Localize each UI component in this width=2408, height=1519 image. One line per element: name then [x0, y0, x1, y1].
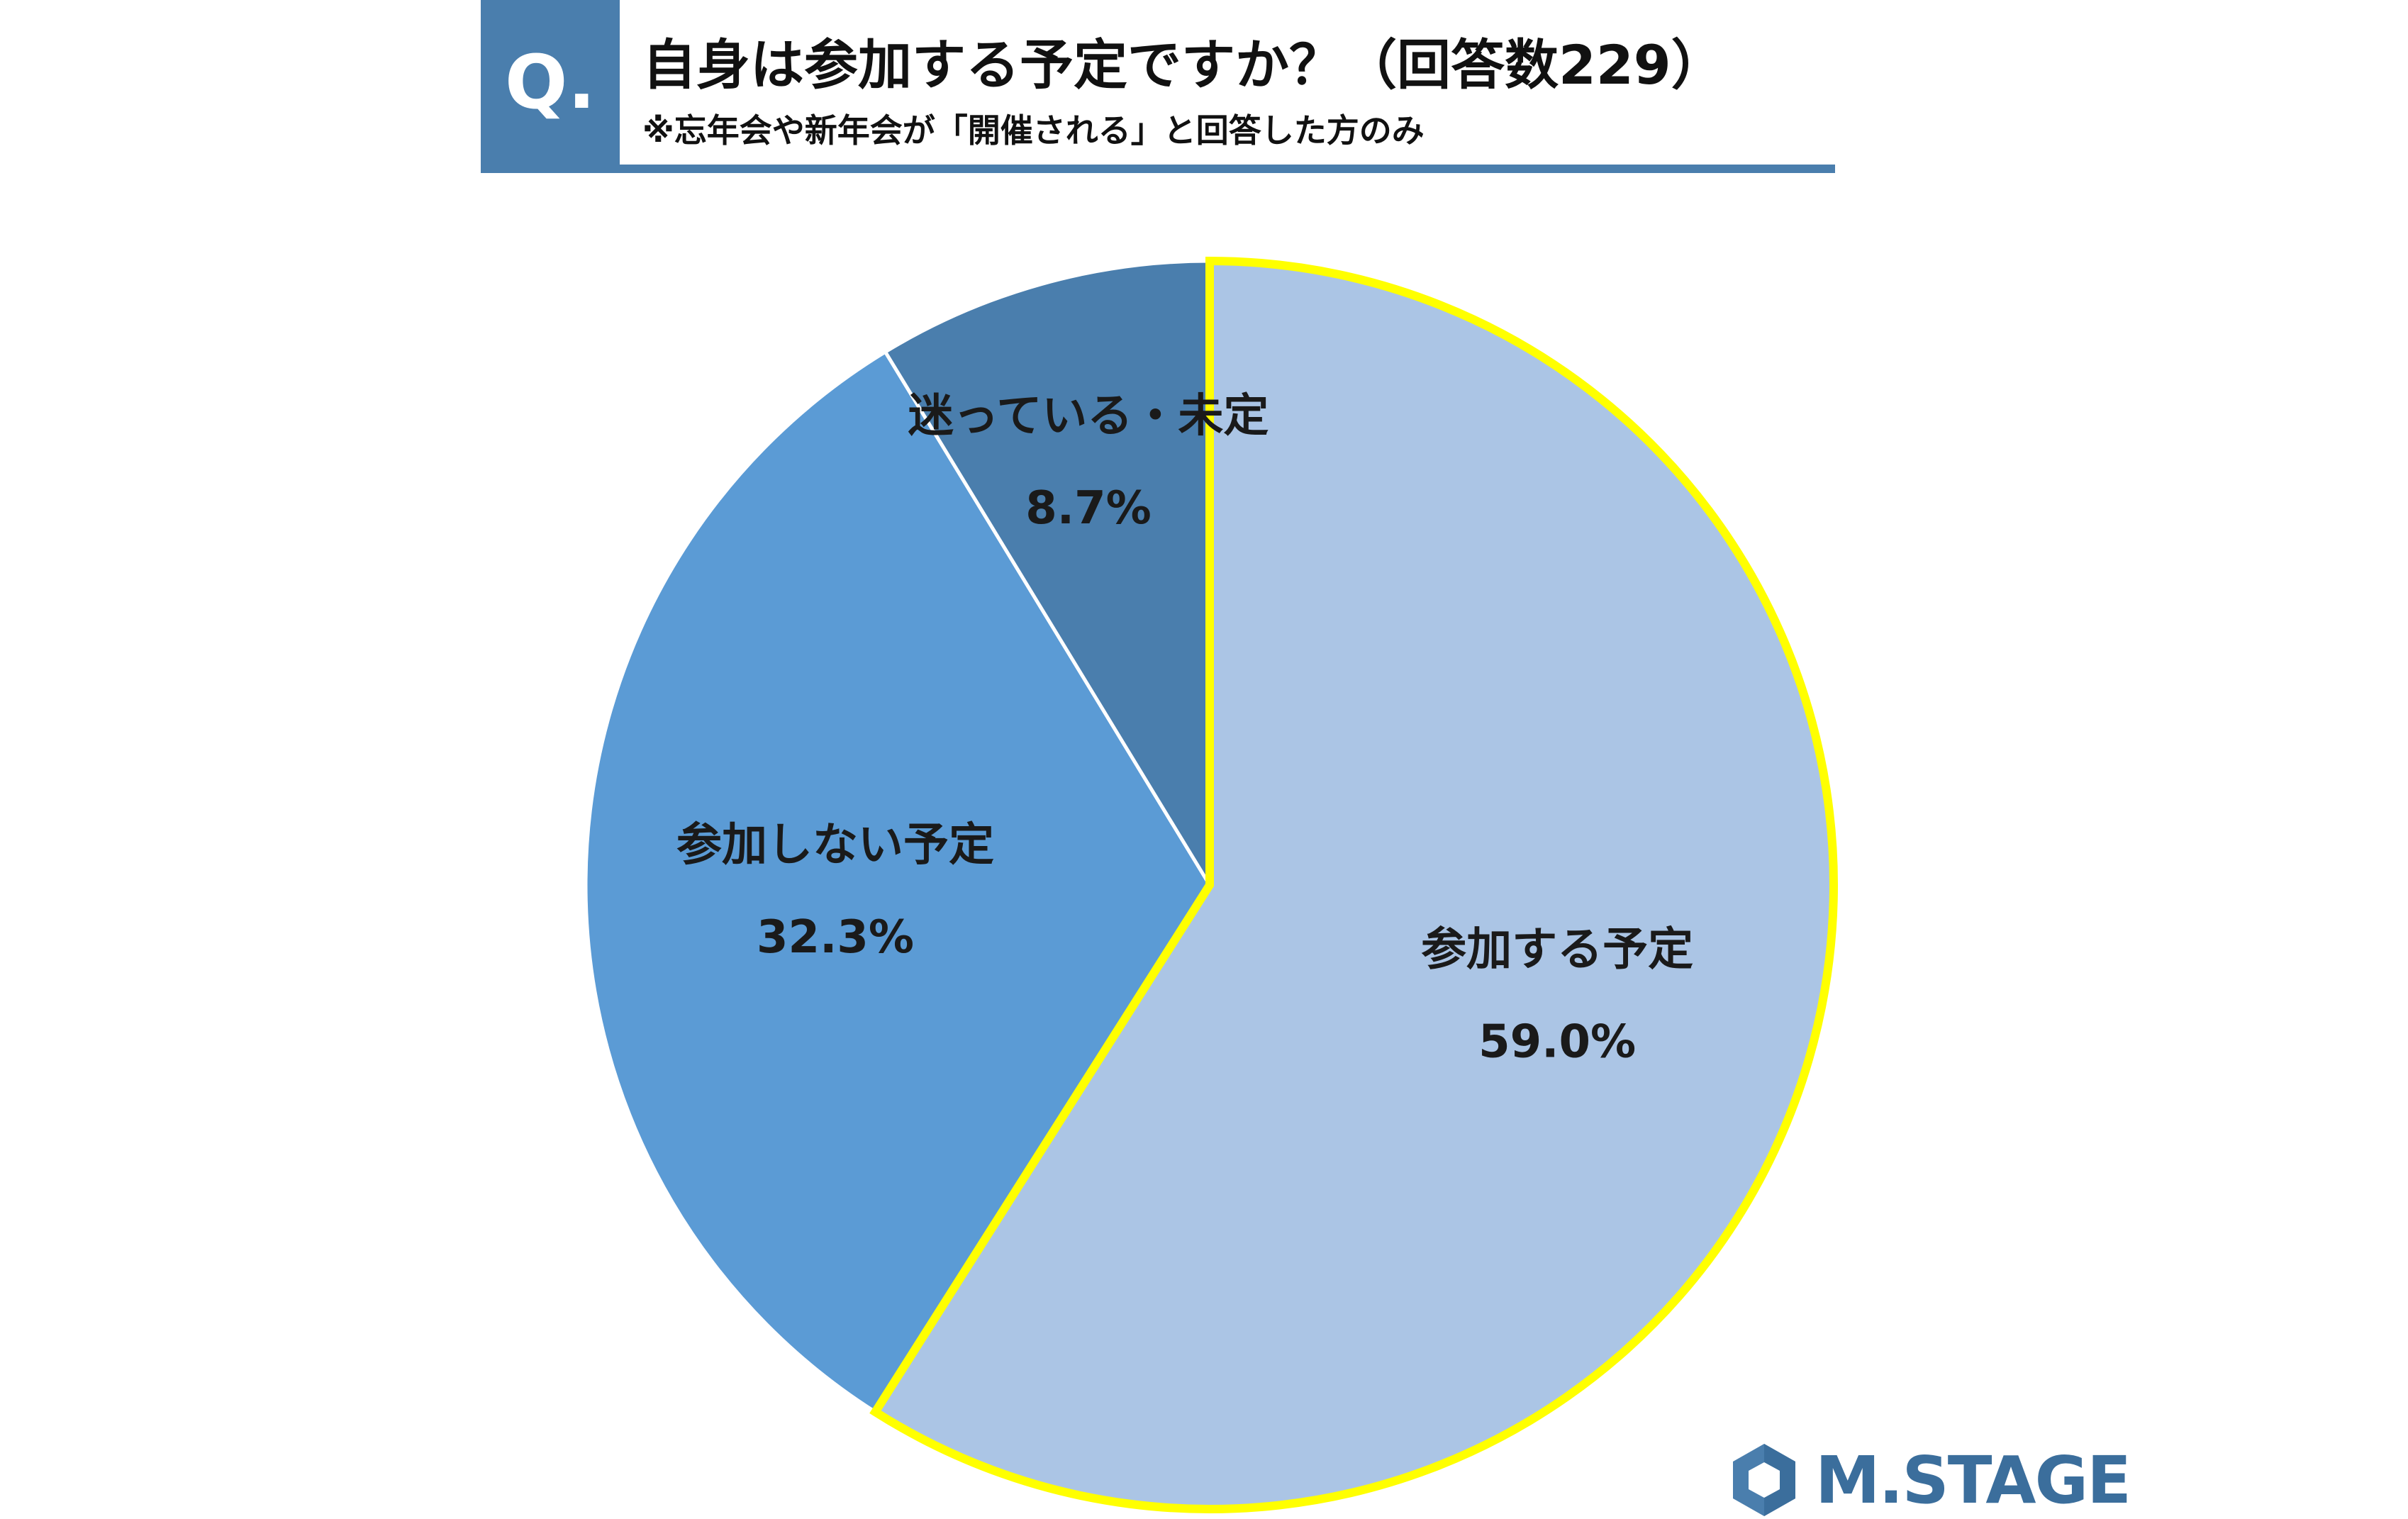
pie-slices [584, 256, 1838, 1513]
question-subtitle: ※忘年会や新年会が「開催される」と回答した方のみ [642, 111, 1425, 150]
slice-undecided [883, 259, 1212, 891]
hexagon-logo-icon [1733, 1444, 1795, 1516]
slice-not-attend [584, 349, 1212, 1415]
slice-value-not-attend: 32.3% [757, 911, 914, 964]
slice-label-attend: 参加する予定 [1421, 923, 1693, 976]
header-underline [481, 165, 1835, 173]
slice-value-attend: 59.0% [1478, 1016, 1636, 1068]
slice-label-not-attend: 参加しない予定 [676, 819, 994, 872]
pie-labels: 参加する予定 59.0% 参加しない予定 32.3% 迷っている・未定 8.7% [676, 390, 1693, 1068]
slice-label-undecided: 迷っている・未定 [908, 390, 1269, 443]
slice-value-undecided: 8.7% [1025, 482, 1152, 535]
question-badge: Q. [481, 0, 620, 165]
question-header: Q. 自身は参加する予定ですか？（回答数229） ※忘年会や新年会が「開催される… [481, 0, 1835, 173]
question-title: 自身は参加する予定ですか？（回答数229） [642, 33, 1725, 96]
mstage-logo: M.STAGE [1730, 1441, 2131, 1519]
logo-text: M.STAGE [1815, 1442, 2131, 1518]
slice-attend [869, 256, 1838, 1513]
